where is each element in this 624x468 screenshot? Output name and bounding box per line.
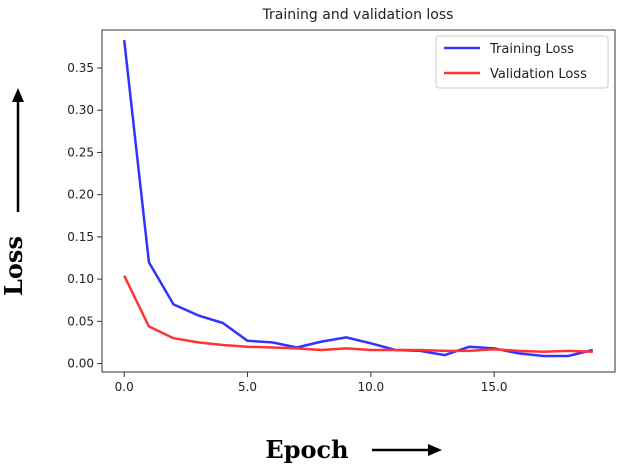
validation-loss-line — [123, 275, 593, 353]
y-tick-label: 0.15 — [67, 230, 94, 244]
training-loss-line — [122, 39, 594, 358]
y-tick-label: 0.10 — [67, 272, 94, 286]
x-tick-label: 5.0 — [238, 380, 257, 394]
legend-label-training: Training Loss — [489, 42, 574, 57]
legend-label-validation: Validation Loss — [490, 67, 587, 82]
x-axis-label: Epoch — [265, 435, 348, 464]
y-arrow-head-icon — [12, 88, 24, 102]
y-axis: 0.00 0.05 0.10 0.15 0.20 0.25 0.30 0.35 — [67, 61, 102, 371]
legend: Training Loss Validation Loss — [435, 35, 609, 89]
y-tick-label: 0.00 — [67, 357, 94, 371]
series-lines — [122, 39, 594, 358]
y-tick-label: 0.35 — [67, 61, 94, 75]
x-arrow-head-icon — [428, 444, 442, 456]
y-tick-label: 0.25 — [67, 145, 94, 159]
y-tick-label: 0.20 — [67, 188, 94, 202]
chart-title: Training and validation loss — [262, 7, 454, 23]
y-axis-label: Loss — [0, 236, 28, 296]
y-tick-label: 0.05 — [67, 314, 94, 328]
x-tick-label: 10.0 — [357, 380, 384, 394]
x-axis: 0.0 5.0 10.0 15.0 — [115, 372, 508, 394]
x-tick-label: 15.0 — [481, 380, 508, 394]
plot-frame — [101, 29, 616, 373]
x-tick-label: 0.0 — [115, 380, 134, 394]
y-tick-label: 0.30 — [67, 103, 94, 117]
